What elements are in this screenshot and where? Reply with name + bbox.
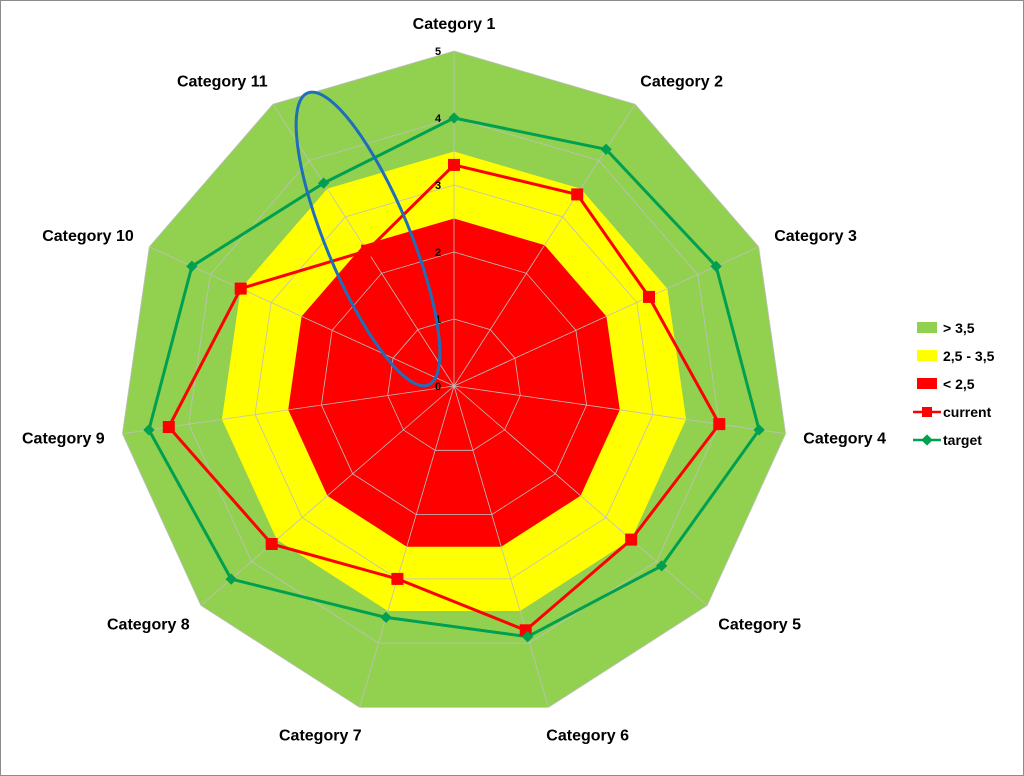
grid-ring-1 bbox=[387, 318, 521, 451]
legend-swatch-band-low bbox=[917, 378, 937, 389]
category-labels: Category 1 Category 2 Category 3 Category 4… bbox=[22, 16, 886, 744]
grid-spoke-3 bbox=[453, 246, 759, 387]
marker-target-4 bbox=[753, 424, 765, 436]
legend-label-band-high: > 3,5 bbox=[943, 320, 975, 336]
marker-target-5 bbox=[655, 560, 668, 572]
marker-target-8 bbox=[225, 573, 237, 585]
legend-label-current: current bbox=[943, 404, 992, 420]
grid-spoke-5 bbox=[453, 385, 708, 606]
tick-label-5: 5 bbox=[435, 46, 441, 58]
series-line-target bbox=[147, 116, 761, 639]
legend-swatch-band-mid bbox=[917, 350, 937, 361]
markers-layer bbox=[143, 112, 765, 643]
marker-target-10 bbox=[186, 260, 198, 272]
highlight-ellipse bbox=[294, 90, 442, 388]
grid-layer bbox=[121, 50, 787, 708]
category-label-5: Category 5 bbox=[718, 617, 801, 634]
category-label-4: Category 4 bbox=[803, 431, 886, 448]
marker-current-2 bbox=[571, 188, 584, 201]
series-line-current bbox=[167, 163, 721, 632]
marker-current-3 bbox=[643, 290, 655, 303]
grid-ring-3 bbox=[254, 184, 654, 580]
marker-current-7 bbox=[391, 572, 404, 585]
legend-label-band-low: < 2,5 bbox=[943, 376, 975, 392]
tick-label-4: 4 bbox=[435, 113, 442, 125]
marker-current-9 bbox=[162, 421, 175, 433]
tick-label-2: 2 bbox=[435, 247, 441, 259]
legend-marker-target bbox=[921, 434, 933, 446]
grid-spoke-9 bbox=[122, 385, 455, 435]
marker-current-11 bbox=[361, 244, 374, 257]
tick-label-0: 0 bbox=[435, 381, 441, 393]
category-label-2: Category 2 bbox=[640, 74, 723, 91]
marker-current-1 bbox=[448, 158, 460, 171]
legend-swatch-band-high bbox=[917, 322, 937, 333]
grid-spoke-4 bbox=[453, 385, 786, 435]
grid-ring-5 bbox=[121, 50, 787, 708]
legend-label-band-mid: 2,5 - 3,5 bbox=[943, 348, 995, 364]
legend-marker-current bbox=[922, 407, 932, 417]
legend: > 3,5 2,5 - 3,5 < 2,5 current target bbox=[913, 320, 995, 448]
grid-ring-2 bbox=[320, 251, 588, 515]
series-layer bbox=[147, 116, 761, 639]
marker-target-2 bbox=[600, 143, 612, 155]
grid-spoke-7 bbox=[359, 385, 455, 708]
category-label-6: Category 6 bbox=[546, 727, 629, 744]
marker-target-11 bbox=[317, 177, 330, 189]
legend-label-target: target bbox=[943, 432, 982, 448]
grid-spoke-10 bbox=[149, 246, 455, 387]
tick-label-3: 3 bbox=[435, 180, 441, 192]
category-label-7: Category 7 bbox=[279, 727, 362, 744]
category-label-9: Category 9 bbox=[22, 431, 105, 448]
marker-current-5 bbox=[625, 533, 638, 546]
marker-target-9 bbox=[143, 424, 155, 436]
marker-target-6 bbox=[521, 631, 534, 643]
grid-ring-4 bbox=[188, 117, 720, 644]
marker-current-10 bbox=[234, 282, 247, 295]
grid-spoke-6 bbox=[453, 385, 549, 708]
category-label-11: Category 11 bbox=[177, 74, 268, 91]
marker-target-7 bbox=[380, 611, 392, 624]
category-label-8: Category 8 bbox=[107, 617, 190, 634]
category-label-10: Category 10 bbox=[42, 228, 134, 245]
grid-spoke-8 bbox=[200, 385, 455, 606]
category-label-1: Category 1 bbox=[413, 16, 496, 33]
marker-target-3 bbox=[710, 260, 722, 272]
marker-current-8 bbox=[265, 538, 278, 550]
category-label-3: Category 3 bbox=[774, 228, 857, 245]
marker-current-4 bbox=[713, 418, 726, 431]
